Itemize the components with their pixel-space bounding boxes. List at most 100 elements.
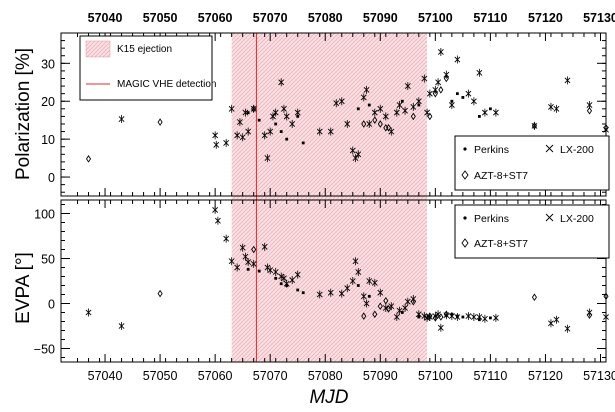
top-point-azt-8-st7 <box>531 122 537 130</box>
bottom-point-perkins <box>296 288 300 292</box>
top-point-lx-200 <box>316 128 323 135</box>
bottom-point-lx-200 <box>239 244 246 251</box>
top-point-lx-200 <box>212 132 219 139</box>
bottom-point-azt-8-st7 <box>383 296 389 305</box>
top-point-azt-8-st7 <box>361 120 367 128</box>
bottom-point-lx-200 <box>250 260 257 267</box>
bottom-point-lx-200 <box>283 280 290 287</box>
top-x-tick-label: 57090 <box>363 11 398 25</box>
top-point-lx-200 <box>327 128 334 135</box>
bottom-point-lx-200 <box>214 217 221 224</box>
top-point-azt-8-st7 <box>443 74 449 83</box>
top-point-lx-200 <box>404 83 411 89</box>
top-point-lx-200 <box>228 105 235 112</box>
bottom-x-tick-label: 57080 <box>308 369 343 383</box>
bottom-point-lx-200 <box>245 259 252 266</box>
bottom-point-lx-200 <box>421 313 428 320</box>
top-point-lx-200 <box>415 98 422 105</box>
top-point-lx-200 <box>338 98 345 105</box>
top-point-lx-200 <box>289 121 296 127</box>
bottom-point-lx-200 <box>85 309 92 316</box>
top-point-lx-200 <box>377 105 384 112</box>
bottom-point-lx-200 <box>448 313 455 320</box>
bottom-x-tick-label: 57130 <box>583 369 615 383</box>
bottom-point-lx-200 <box>377 289 384 296</box>
bottom-point-lx-200 <box>481 315 488 322</box>
bottom-point-lx-200 <box>548 320 554 327</box>
top-point-lx-200 <box>426 90 433 97</box>
bottom-y-tick-label: 100 <box>34 208 55 222</box>
top-point-lx-200 <box>344 121 351 127</box>
top-x-tick-label: 57130 <box>583 11 615 25</box>
bottom-point-lx-200 <box>492 314 499 321</box>
top-x-tick-label: 57120 <box>528 11 563 25</box>
bottom-point-perkins <box>279 282 283 286</box>
top-point-perkins <box>477 114 481 118</box>
bottom-point-azt-8-st7 <box>432 314 438 322</box>
bottom-point-azt-8-st7 <box>410 297 416 306</box>
bottom-point-lx-200 <box>349 278 356 284</box>
bottom-panel-frame <box>60 199 607 363</box>
bottom-point-azt-8-st7 <box>438 313 444 321</box>
top-point-lx-200 <box>470 98 477 105</box>
top-point-lx-200 <box>363 86 370 93</box>
bottom-point-azt-8-st7 <box>372 310 378 319</box>
top-point-lx-200 <box>264 155 271 162</box>
top-point-perkins <box>488 107 492 111</box>
top-point-lx-200 <box>360 94 367 101</box>
top-point-azt-8-st7 <box>410 112 416 121</box>
top-point-lx-200 <box>564 77 571 84</box>
top-point-lx-200 <box>234 132 241 139</box>
top-point-azt-8-st7 <box>432 89 438 98</box>
top-point-lx-200 <box>465 90 472 97</box>
bottom-point-azt-8-st7 <box>386 305 392 313</box>
bottom-point-lx-200 <box>212 206 219 213</box>
top-point-lx-200 <box>454 56 461 63</box>
bottom-point-lx-200 <box>366 278 373 284</box>
top-point-lx-200 <box>586 102 593 108</box>
top-point-lx-200 <box>272 109 279 116</box>
bottom-point-lx-200 <box>476 314 483 320</box>
top-point-azt-8-st7 <box>386 123 392 132</box>
top-point-lx-200 <box>371 109 378 116</box>
bottom-y-tick-label: −50 <box>34 343 55 357</box>
bottom-point-lx-200 <box>564 325 571 332</box>
bottom-x-tick-label: 57070 <box>253 369 288 383</box>
bottom-y-tick-label: 50 <box>41 253 55 267</box>
region-layer <box>231 33 428 362</box>
bottom-point-lx-200 <box>402 305 408 311</box>
top-y-tick-label: 10 <box>41 133 55 147</box>
top-point-perkins <box>274 122 278 126</box>
bottom-point-lx-200 <box>272 269 279 275</box>
legend-events: K15 ejection MAGIC VHE detection <box>79 35 216 101</box>
bottom-point-lx-200 <box>316 291 323 298</box>
bottom-point-lx-200 <box>454 314 461 320</box>
top-point-lx-200 <box>355 151 362 158</box>
bottom-point-lx-200 <box>327 289 334 296</box>
bottom-point-lx-200 <box>344 285 351 292</box>
bottom-point-lx-200 <box>223 235 230 242</box>
bottom-point-azt-8-st7 <box>531 293 537 302</box>
top-point-lx-200 <box>393 109 400 116</box>
bottom-point-perkins <box>356 284 360 287</box>
bottom-point-azt-8-st7 <box>427 312 433 320</box>
bottom-point-lx-200 <box>352 258 359 265</box>
bottom-point-lx-200 <box>363 300 370 307</box>
bottom-point-lx-200 <box>360 293 367 300</box>
bottom-point-perkins <box>461 315 465 319</box>
top-point-lx-200 <box>492 109 499 116</box>
bottom-point-azt-8-st7 <box>377 302 383 311</box>
top-point-perkins <box>257 118 261 122</box>
top-point-perkins <box>301 141 305 145</box>
top-point-lx-200 <box>267 128 274 135</box>
top-point-lx-200 <box>352 155 359 162</box>
bottom-point-azt-8-st7 <box>586 311 593 320</box>
top-point-lx-200 <box>278 79 285 86</box>
top-y-tick-label: 30 <box>41 57 55 71</box>
bottom-point-lx-200 <box>338 290 345 297</box>
bottom-point-lx-200 <box>371 279 378 286</box>
top-point-lx-200 <box>270 113 276 120</box>
legend-top-azt: AZT-8+ST7 <box>474 170 528 182</box>
bottom-point-lx-200 <box>396 307 403 314</box>
top-point-lx-200 <box>250 105 257 112</box>
